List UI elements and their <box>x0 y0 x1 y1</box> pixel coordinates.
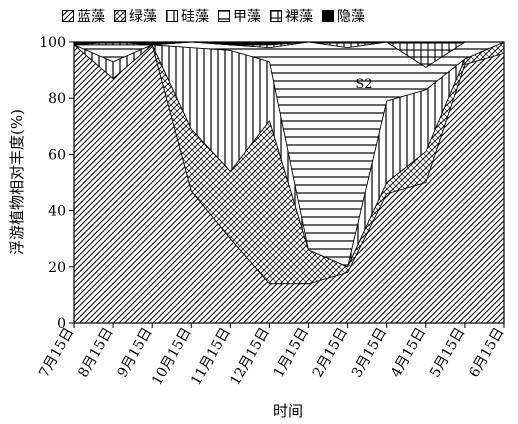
x-tick-label: 7月15日 <box>36 325 77 380</box>
legend-item: 硅藻 <box>166 6 209 26</box>
legend-label: 隐藻 <box>337 9 365 25</box>
x-tick-label: 1月15日 <box>271 325 312 380</box>
legend-item: 蓝藻 <box>62 6 105 26</box>
y-tick-label: 20 <box>48 260 66 276</box>
x-tick-label: 5月15日 <box>427 325 468 380</box>
x-axis-title: 时间 <box>273 402 303 420</box>
legend-item: 隐藻 <box>322 6 365 26</box>
legend-label: 蓝藻 <box>77 9 105 25</box>
legend-label: 甲藻 <box>233 9 261 25</box>
legend-label: 硅藻 <box>181 9 209 25</box>
plot-frame <box>73 41 505 324</box>
legend-swatch <box>218 10 230 22</box>
legend-swatch <box>270 10 282 22</box>
y-axis-title: 浮游植物相对丰度(%) <box>8 109 26 255</box>
y-tick-label: 0 <box>57 316 66 332</box>
legend-swatch <box>322 10 334 22</box>
x-tick-label: 2月15日 <box>310 325 351 380</box>
x-tick-label: 12月15日 <box>227 325 273 388</box>
legend-item: 绿藻 <box>114 6 157 26</box>
legend-item: 裸藻 <box>270 6 313 26</box>
x-tick-label: 8月15日 <box>75 325 116 380</box>
legend-label: 绿藻 <box>129 9 157 25</box>
chart-legend: 蓝藻 绿藻 硅藻 甲藻 裸藻 隐藻 <box>62 4 365 28</box>
x-tick-label: 4月15日 <box>388 325 429 380</box>
legend-swatch <box>114 10 126 22</box>
y-tick-label: 80 <box>48 91 66 107</box>
series-areas <box>73 41 505 324</box>
annotation-label: S2 <box>355 77 372 92</box>
legend-swatch <box>62 10 74 22</box>
y-tick-label: 100 <box>39 35 66 51</box>
legend-label: 裸藻 <box>285 9 313 25</box>
x-tick-label: 6月15日 <box>466 325 507 380</box>
x-tick-label: 9月15日 <box>114 325 155 380</box>
x-tick-label: 3月15日 <box>349 325 390 380</box>
y-tick-label: 40 <box>48 204 66 220</box>
legend-item: 甲藻 <box>218 6 261 26</box>
legend-swatch <box>166 10 178 22</box>
y-tick-label: 60 <box>48 147 66 163</box>
